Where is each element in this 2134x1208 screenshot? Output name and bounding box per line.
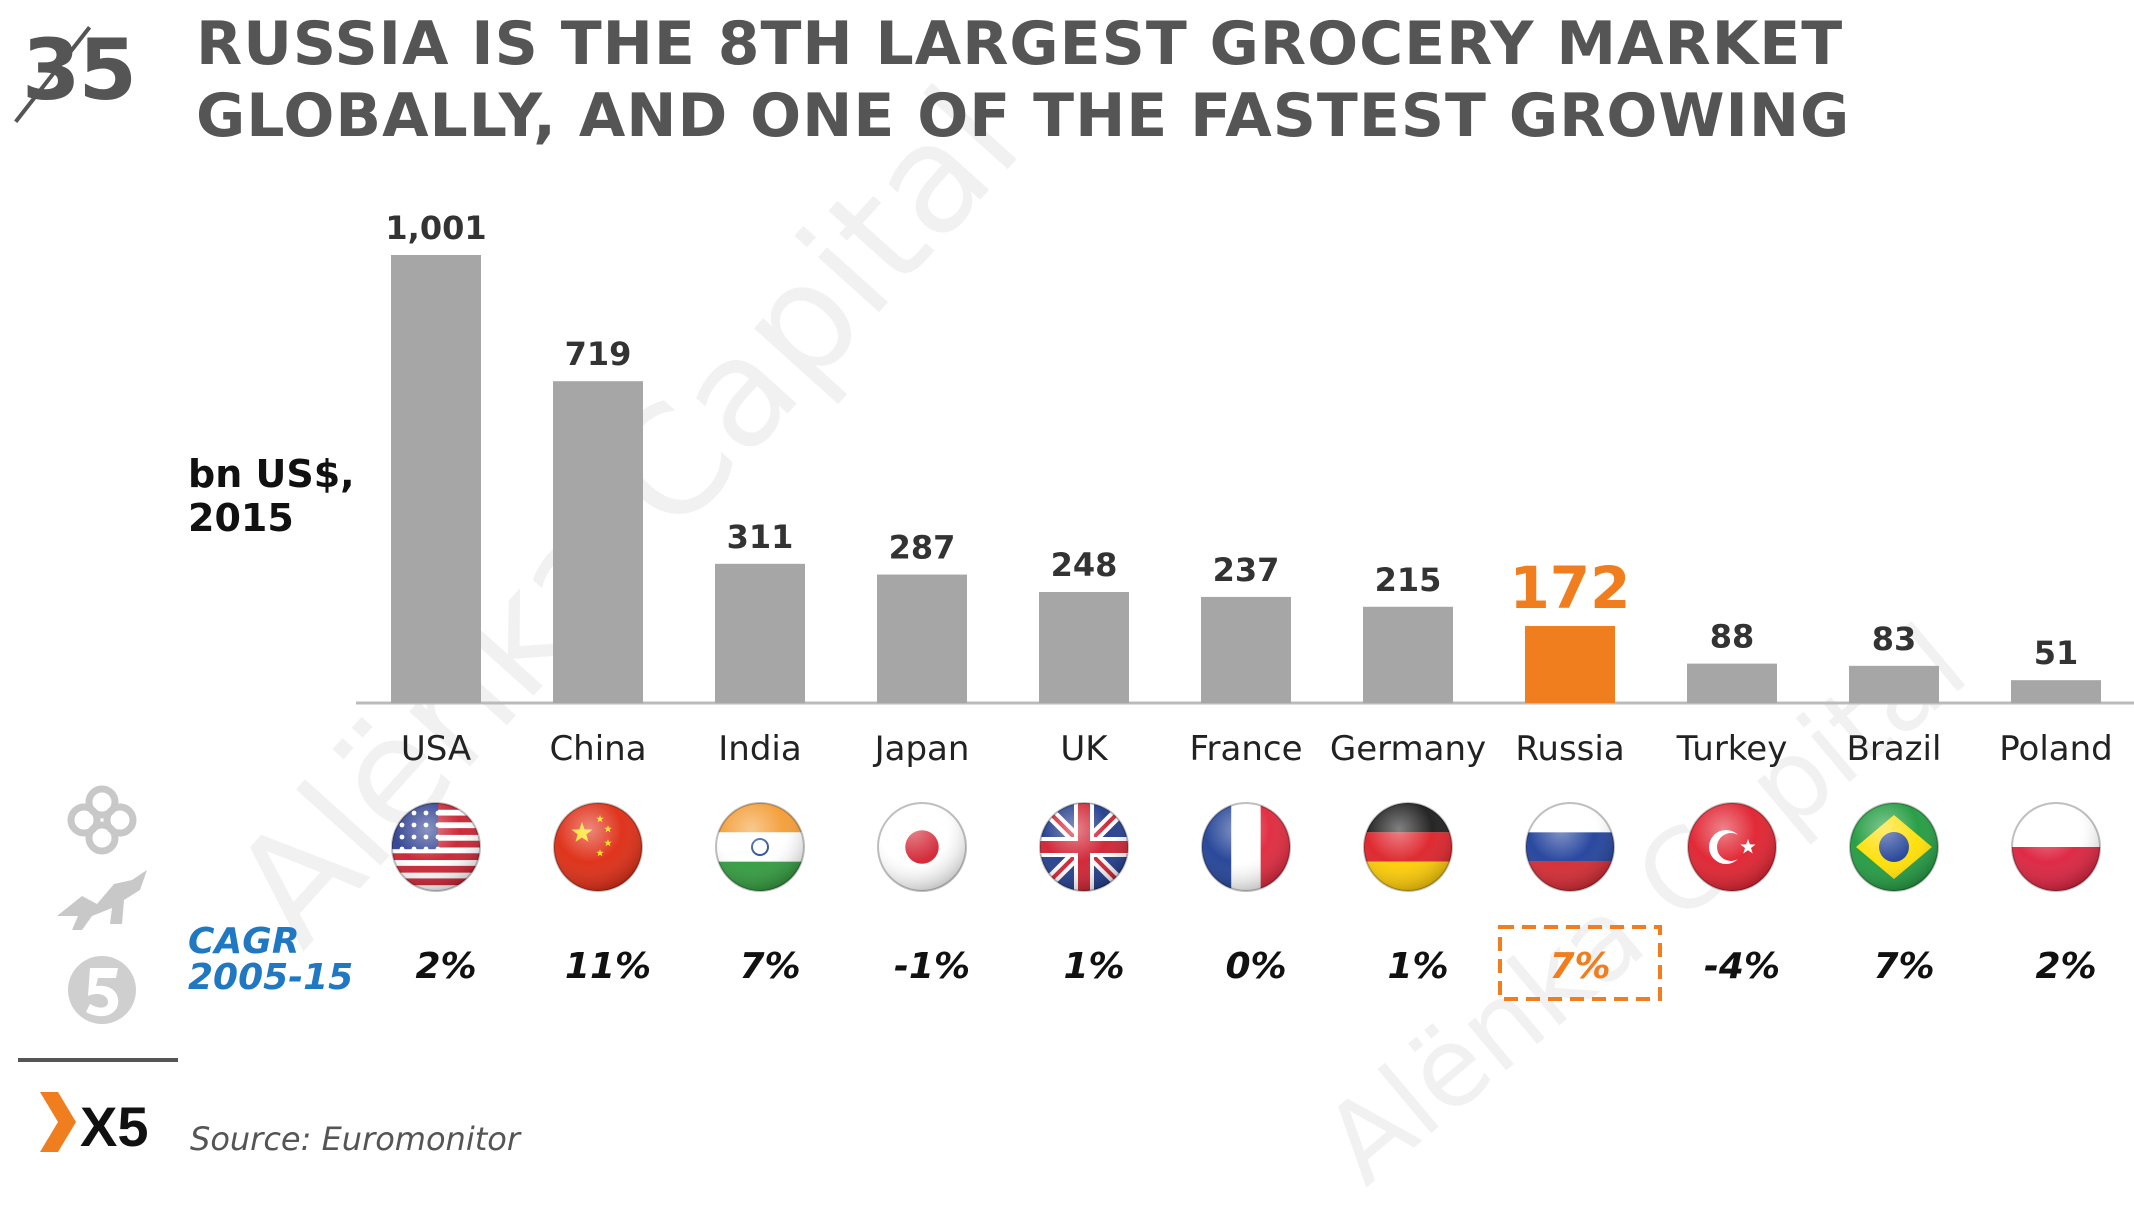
japan-flag-icon <box>878 803 966 891</box>
flag-rim <box>2011 802 2101 892</box>
unit-line-1: bn US$, <box>188 452 355 496</box>
value-label: 83 <box>1872 620 1917 658</box>
uk-flag-icon <box>1040 803 1128 891</box>
flag-rim <box>1201 802 1291 892</box>
bar-poland <box>2011 680 2101 703</box>
category-label: USA <box>401 729 471 769</box>
category-label: Russia <box>1515 729 1624 769</box>
five-icon <box>68 956 136 1024</box>
poland-flag-icon <box>2012 803 2100 891</box>
value-label: 237 <box>1213 551 1280 589</box>
category-label: China <box>549 729 646 769</box>
usa-flag-icon <box>392 803 480 891</box>
bar-usa <box>391 255 481 703</box>
cagr-value: -1% <box>894 946 970 987</box>
y-axis-unit-label: bn US$, 2015 <box>188 452 355 540</box>
bar-india <box>715 563 805 703</box>
value-label: 88 <box>1710 618 1755 656</box>
value-label: 311 <box>727 518 794 556</box>
cagr-value: 2% <box>2035 946 2096 987</box>
value-label: 1,001 <box>385 209 486 247</box>
flag-rim <box>877 802 967 892</box>
bar-germany <box>1363 606 1453 703</box>
germany-flag-icon <box>1364 803 1452 891</box>
value-label: 51 <box>2034 634 2079 672</box>
flag-rim <box>391 802 481 892</box>
horse-icon <box>57 870 147 930</box>
china-flag-icon <box>554 803 642 891</box>
cagr-value: 11% <box>565 946 651 987</box>
flag-rim <box>553 802 643 892</box>
cagr-value: -4% <box>1704 946 1780 987</box>
knot-icon <box>67 785 137 855</box>
cagr-value: 1% <box>1063 946 1124 987</box>
category-label: Germany <box>1330 729 1486 769</box>
unit-line-2: 2015 <box>188 496 294 540</box>
cagr-label-line-2: 2005-15 <box>188 957 354 998</box>
cagr-label-line-1: CAGR <box>188 921 300 962</box>
cagr-value: 7% <box>1549 946 1610 987</box>
category-label: Brazil <box>1847 729 1942 769</box>
cagr-value: 7% <box>739 946 800 987</box>
flag-rim <box>715 802 805 892</box>
cagr-value: 0% <box>1225 946 1286 987</box>
value-label: 248 <box>1051 546 1118 584</box>
x5-logo-text: X5 <box>80 1095 149 1158</box>
source-note: Source: Euromonitor <box>190 1120 520 1158</box>
cagr-value: 2% <box>415 946 476 987</box>
title-line-2: GLOBALLY, AND ONE OF THE FASTEST GROWING <box>196 81 1851 151</box>
bar-uk <box>1039 592 1129 703</box>
bar-france <box>1201 596 1291 703</box>
flag-rim <box>1363 802 1453 892</box>
flag-rim <box>1687 802 1777 892</box>
title-line-1: RUSSIA IS THE 8TH LARGEST GROCERY MARKET <box>196 9 1844 79</box>
flag-rim <box>1525 802 1615 892</box>
flag-rim <box>1039 802 1129 892</box>
flag-rim <box>1849 802 1939 892</box>
category-label: Poland <box>1999 729 2113 769</box>
x5-logo: X5 <box>40 1092 149 1158</box>
bar-japan <box>877 574 967 703</box>
category-label: Japan <box>873 729 970 769</box>
cagr-value: 1% <box>1387 946 1448 987</box>
bar-turkey <box>1687 663 1777 703</box>
category-label: Turkey <box>1676 729 1788 769</box>
bar-russia <box>1525 626 1615 703</box>
value-label: 172 <box>1509 554 1630 622</box>
cagr-value: 7% <box>1873 946 1934 987</box>
russia-cagr-highlight-box <box>1498 925 1662 1001</box>
page-title: RUSSIA IS THE 8TH LARGEST GROCERY MARKET… <box>196 8 2096 152</box>
brazil-flag-icon <box>1850 803 1938 891</box>
turkey-flag-icon <box>1688 803 1776 891</box>
value-label: 215 <box>1375 561 1442 599</box>
category-label: UK <box>1060 729 1109 769</box>
category-label: India <box>718 729 801 769</box>
bar-brazil <box>1849 665 1939 703</box>
value-label: 719 <box>565 335 632 373</box>
value-label: 287 <box>889 529 956 567</box>
cagr-label: CAGR 2005-15 <box>188 924 353 996</box>
footer-divider <box>18 1058 178 1062</box>
bar-chart: 1,001 USA 2% 719 China 11% 311 India 7% 287 Japan -… <box>356 209 2134 1001</box>
category-label: France <box>1189 729 1302 769</box>
bar-china <box>553 381 643 703</box>
